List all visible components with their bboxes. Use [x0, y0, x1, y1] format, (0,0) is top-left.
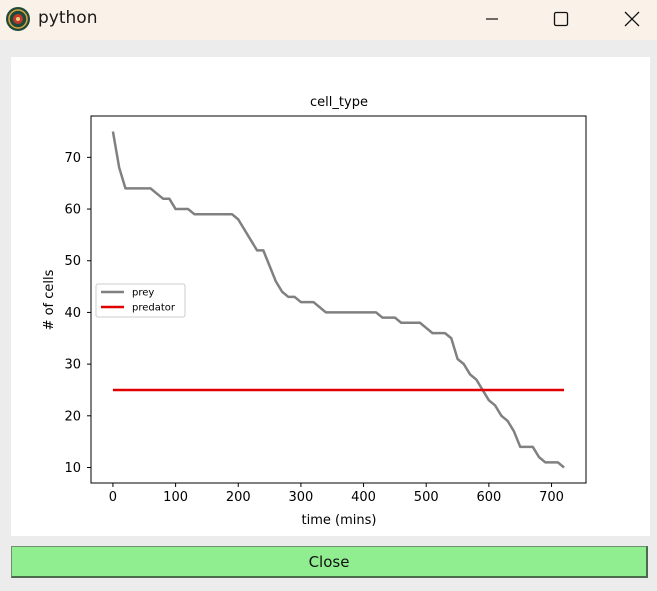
y-tick-label: 40: [64, 306, 81, 321]
legend-label-prey: prey: [132, 288, 154, 299]
close-button[interactable]: Close: [11, 546, 648, 578]
close-icon: [624, 11, 640, 27]
minimize-button[interactable]: [469, 0, 515, 38]
plot-canvas: cell_type 0 100 200 300 400 500 600 700 10 20 30 40…: [11, 57, 650, 536]
x-tick-label: 100: [163, 490, 188, 505]
window-close-button[interactable]: [609, 0, 655, 38]
x-tick-label: 600: [476, 490, 501, 505]
y-tick-label: 70: [64, 151, 81, 166]
maximize-icon: [553, 11, 569, 27]
x-tick-label: 200: [226, 490, 251, 505]
x-axis-label: time (mins): [302, 513, 377, 528]
legend-label-predator: predator: [132, 303, 176, 314]
x-tick-label: 0: [109, 490, 117, 505]
line-chart: cell_type 0 100 200 300 400 500 600 700 10 20 30 40…: [42, 95, 587, 528]
minimize-icon: [486, 18, 498, 20]
plot-frame: [90, 115, 587, 484]
x-tick-label: 400: [351, 490, 376, 505]
series-line-prey: [111, 131, 565, 469]
y-tick-label: 30: [64, 358, 81, 373]
y-tick-label: 10: [64, 461, 81, 476]
maximize-button[interactable]: [538, 0, 584, 38]
legend: prey predator: [95, 283, 186, 318]
title-bar[interactable]: python: [0, 0, 657, 40]
python-app-icon: [6, 7, 30, 31]
y-tick-label: 60: [64, 203, 81, 218]
x-tick-label: 500: [414, 490, 439, 505]
y-tick-label: 50: [64, 254, 81, 269]
chart-title: cell_type: [310, 95, 368, 110]
x-tick-label: 700: [539, 490, 564, 505]
y-tick-label: 20: [64, 409, 81, 424]
window-title: python: [38, 8, 98, 28]
y-axis-label: # of cells: [42, 269, 57, 330]
x-tick-label: 300: [288, 490, 313, 505]
